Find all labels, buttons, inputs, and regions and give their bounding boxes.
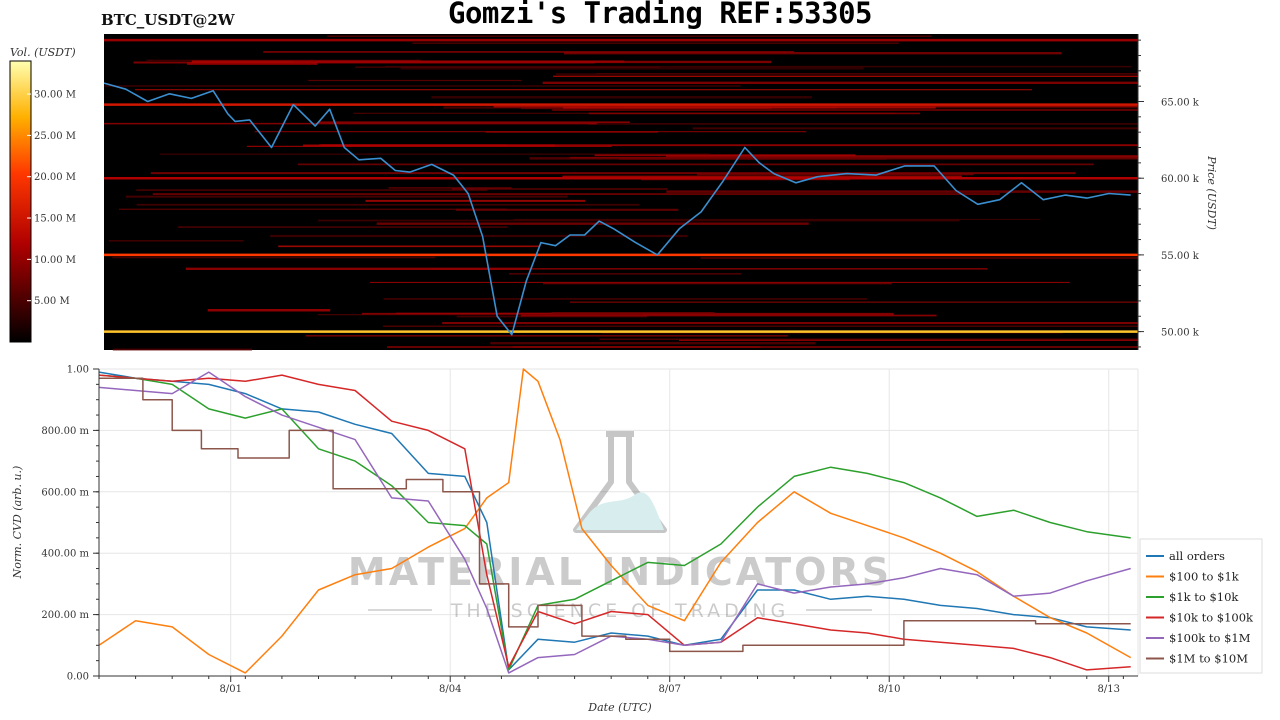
colorbar-tick-label: 15.00 M <box>34 214 76 225</box>
chart-title: Gomzi's Trading REF:53305 <box>448 0 873 30</box>
price-tick-label: 60.00 k <box>1161 174 1200 185</box>
legend-label: $1M to $10M <box>1169 652 1248 666</box>
cvd-x-tick-label: 8/01 <box>219 684 241 695</box>
legend-label: all orders <box>1169 549 1225 563</box>
cvd-x-tick-label: 8/04 <box>439 684 461 695</box>
cvd-y-tick-label: 0.00 <box>67 672 89 683</box>
cvd-y-tick-label: 600.00 m <box>41 487 89 498</box>
cvd-y-tick-label: 200.00 m <box>41 610 89 621</box>
cvd-x-axis-label: Date (UTC) <box>587 701 651 714</box>
legend-label: $100k to $1M <box>1169 631 1251 645</box>
colorbar-tick-label: 20.00 M <box>34 172 76 183</box>
legend-box <box>1139 538 1263 674</box>
price-tick-label: 50.00 k <box>1161 328 1200 339</box>
cvd-plot-area <box>99 369 1138 676</box>
cvd-series-line <box>98 374 1131 671</box>
watermark-line1: MATERIAL INDICATORS <box>348 550 892 594</box>
cvd-series-line <box>98 371 1131 674</box>
symbol-label: BTC_USDT@2W <box>101 11 235 29</box>
colorbar-tick-label: 5.00 M <box>34 296 70 307</box>
cvd-x-tick-label: 8/10 <box>878 684 900 695</box>
cvd-series-line <box>98 368 1132 674</box>
chart-heading: BTC_USDT@2W Gomzi's Trading REF:53305 <box>0 0 1280 34</box>
cvd-y-tick-label: 1.00 <box>67 365 89 376</box>
cvd-y-tick-label: 400.00 m <box>41 549 89 560</box>
cvd-series-line <box>98 374 1131 671</box>
cvd-series-line <box>98 371 1131 671</box>
price-axis-label: Price (USDT) <box>1205 155 1218 230</box>
colorbar-label: Vol. (USDT) <box>10 46 76 59</box>
price-line <box>103 82 1131 336</box>
legend-label: $10k to $100k <box>1169 611 1254 625</box>
price-tick-label: 55.00 k <box>1161 251 1200 262</box>
colorbar <box>9 60 32 343</box>
colorbar-tick-label: 10.00 M <box>34 255 76 266</box>
cvd-x-tick-label: 8/07 <box>658 684 680 695</box>
legend-label: $100 to $1k <box>1169 570 1240 584</box>
cvd-y-axis-label: Norm. CVD (arb. u.) <box>11 466 24 580</box>
price-tick-label: 65.00 k <box>1161 97 1200 108</box>
flask-liquid <box>576 492 664 530</box>
cvd-series-line <box>99 377 1131 653</box>
colorbar-tick-label: 30.00 M <box>34 90 76 101</box>
flask-icon <box>573 431 667 533</box>
cvd-x-tick-label: 8/13 <box>1097 684 1119 695</box>
cvd-y-tick-label: 800.00 m <box>41 426 89 437</box>
legend-label: $1k to $10k <box>1169 590 1239 604</box>
colorbar-tick-label: 25.00 M <box>34 131 76 142</box>
